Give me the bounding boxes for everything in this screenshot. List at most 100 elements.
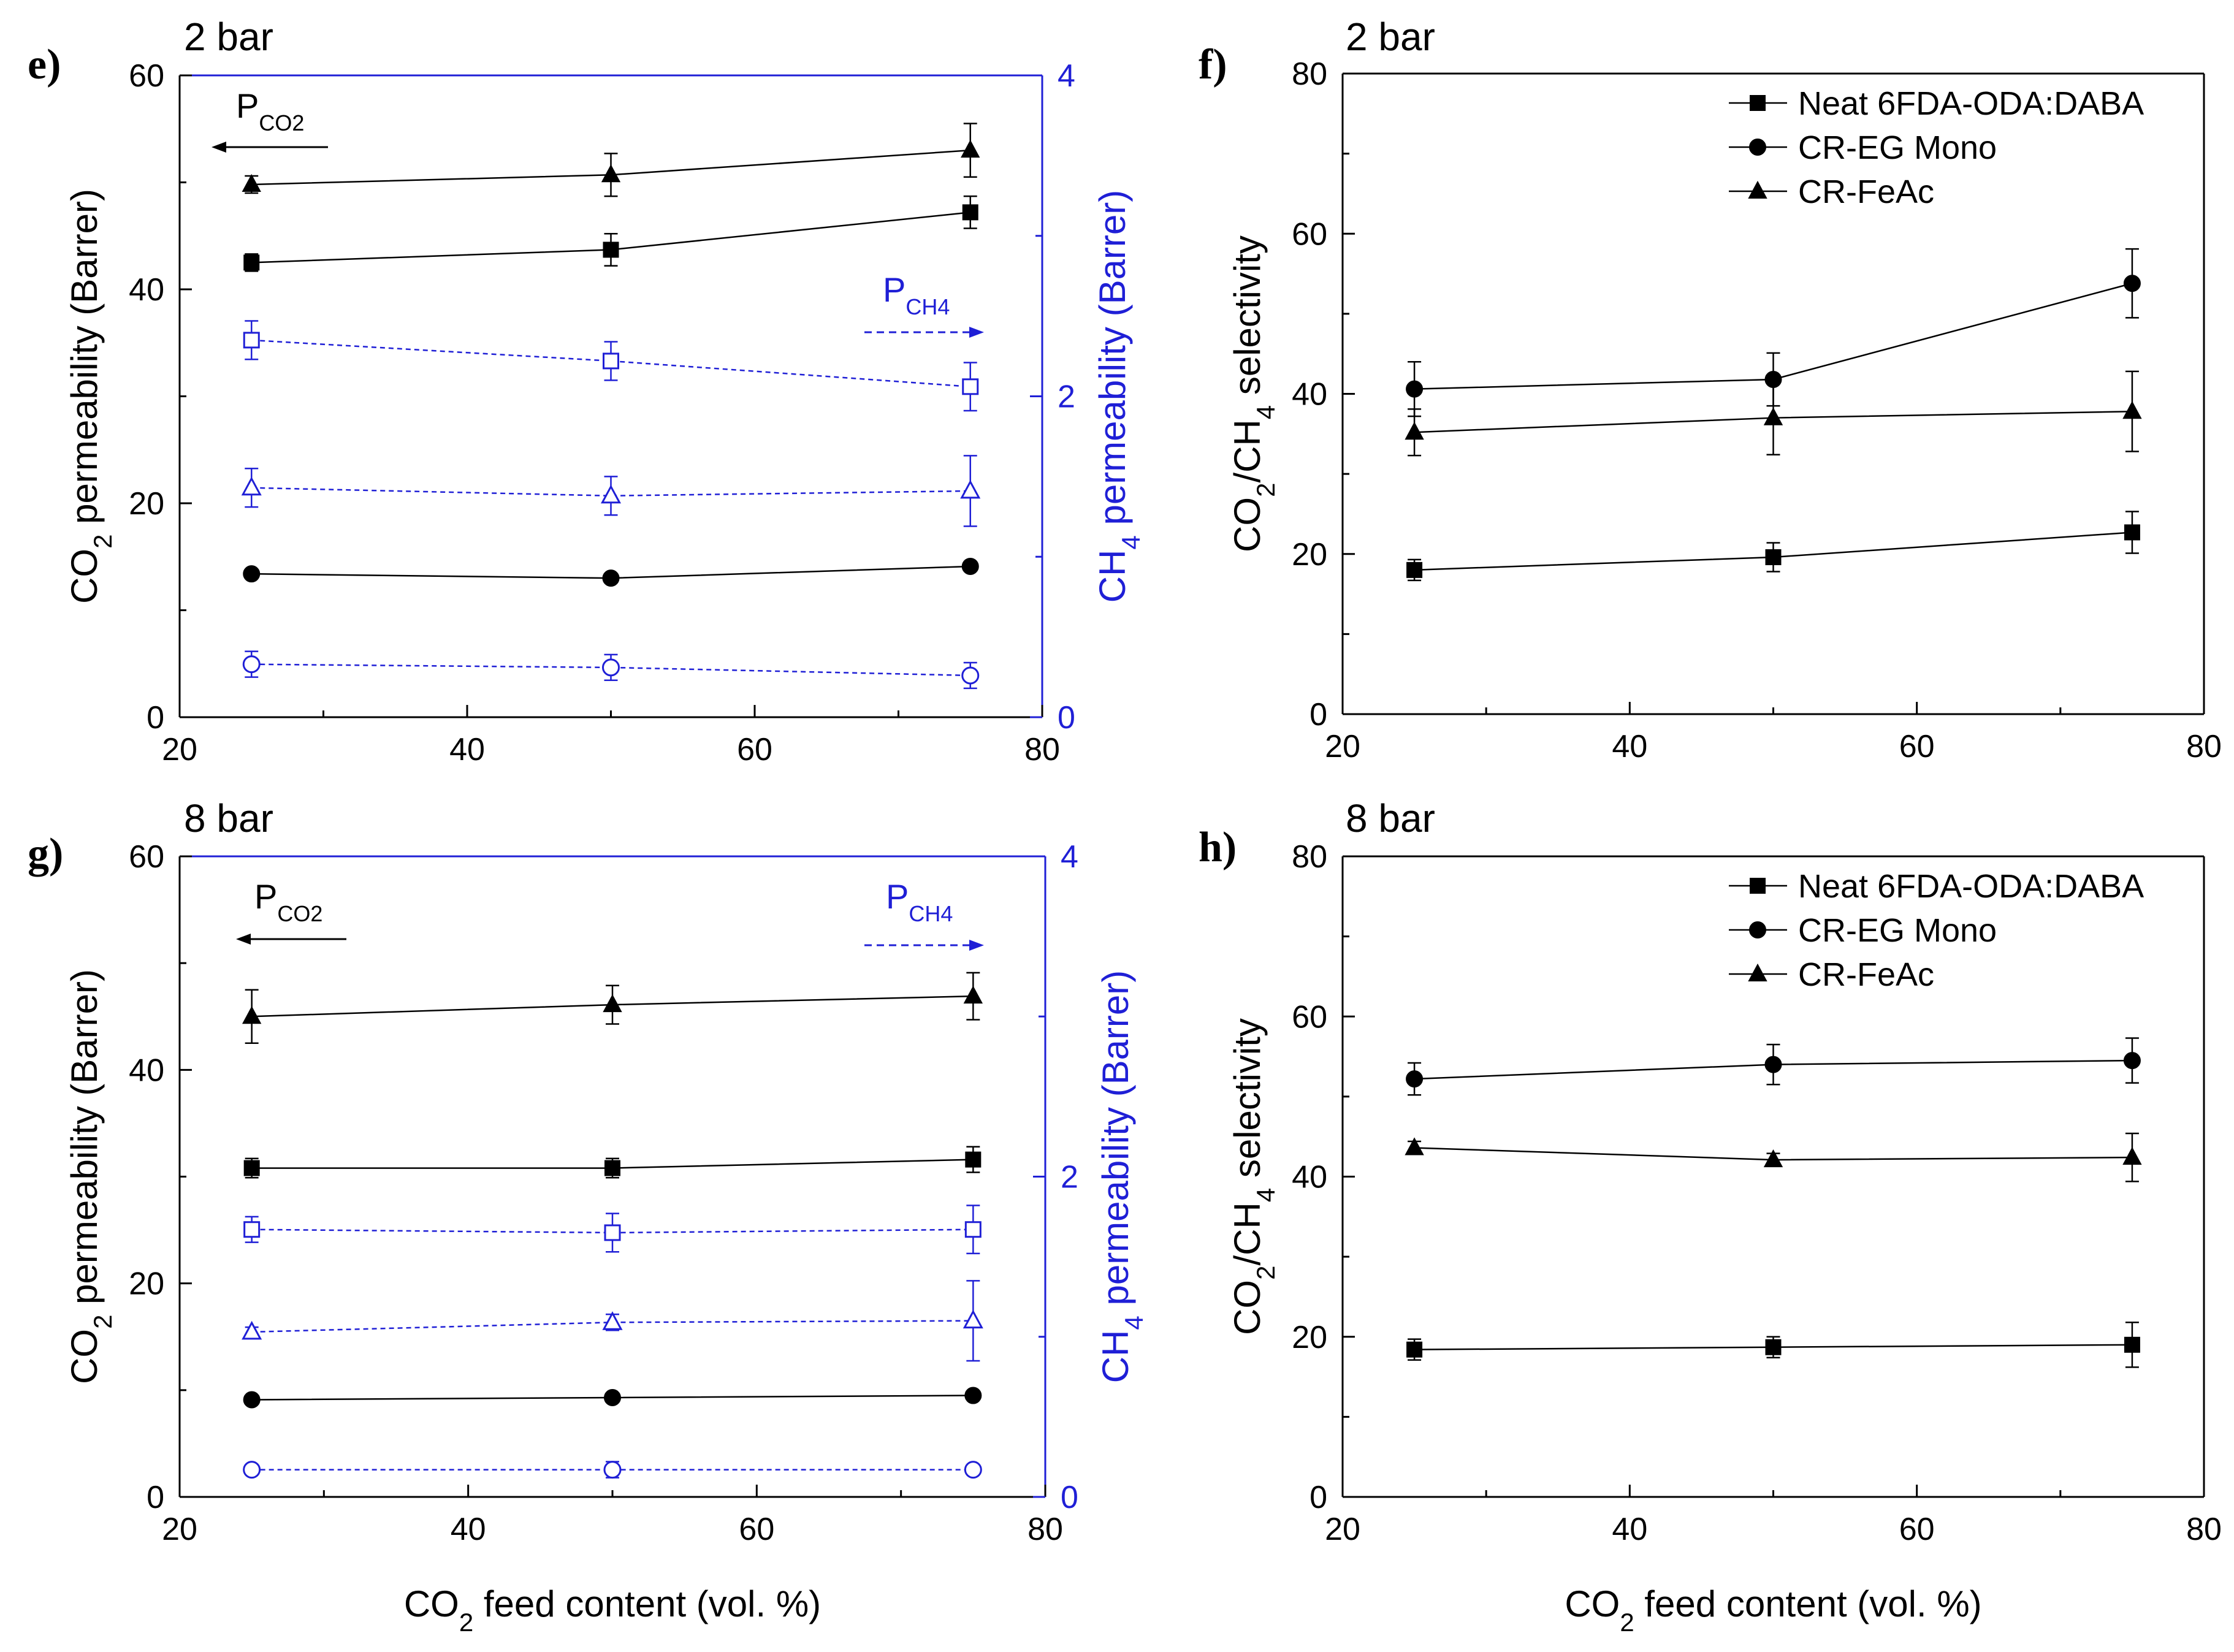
pch4-annotation: PCH4 bbox=[886, 877, 953, 926]
x-tick-label: 40 bbox=[1612, 1512, 1647, 1547]
data-point bbox=[242, 655, 261, 674]
y2-tick-label: 4 bbox=[1061, 839, 1078, 875]
y2-tick-label: 0 bbox=[1058, 700, 1075, 736]
x-axis-title-sub: 2 bbox=[1620, 1608, 1634, 1637]
x-tick-label: 80 bbox=[1027, 1512, 1063, 1547]
y-axis-title-sub: 4 bbox=[1251, 1188, 1280, 1202]
panel-letter: g) bbox=[28, 830, 63, 877]
x-tick-label: 20 bbox=[1325, 1512, 1360, 1547]
pch4-annotation: PCH4 bbox=[883, 270, 950, 319]
y-axis-title-sub: 2 bbox=[88, 1315, 117, 1329]
series-neat-6fda-oda-daba-co2 bbox=[243, 1146, 982, 1179]
data-point bbox=[962, 378, 979, 395]
data-point bbox=[603, 994, 622, 1013]
y2-axis-title-part: CH bbox=[1092, 550, 1133, 603]
y-axis-title-sub: 4 bbox=[1251, 405, 1280, 419]
y-axis-title-part: permeability (Barrer) bbox=[64, 189, 105, 534]
y-tick-label: 60 bbox=[129, 58, 164, 94]
y-axis-title-sub: 2 bbox=[88, 535, 117, 549]
legend-marker bbox=[1749, 921, 1766, 938]
data-point bbox=[1406, 1070, 1424, 1088]
x-tick-label: 80 bbox=[2186, 729, 2222, 764]
x-axis-title-part: CO bbox=[404, 1583, 459, 1624]
data-point bbox=[1763, 1149, 1783, 1168]
series-cr-feac-co2 bbox=[242, 123, 980, 197]
pco2-annotation-main: P bbox=[254, 877, 277, 916]
x-axis-title-sub: 2 bbox=[459, 1608, 473, 1637]
x-tick-label: 60 bbox=[1899, 1512, 1935, 1547]
x-tick-label: 40 bbox=[1612, 729, 1647, 764]
data-point bbox=[965, 1151, 982, 1168]
y2-axis-title: CH4 permeability (Barrer) bbox=[1092, 190, 1145, 603]
series-neat-6fda-oda-daba-ch4 bbox=[243, 1205, 982, 1255]
y-axis-title: CO2 permeability (Barrer) bbox=[64, 969, 117, 1384]
series-cr-eg-mono bbox=[1406, 1037, 2141, 1096]
pch4-arrow-head bbox=[969, 940, 984, 951]
y2-axis-title-part: permeability (Barrer) bbox=[1095, 970, 1136, 1315]
pco2-annotation-sub: CO2 bbox=[277, 901, 322, 926]
y-axis-title: CO2 permeability (Barrer) bbox=[64, 189, 117, 604]
data-point bbox=[243, 1461, 261, 1479]
x-axis-title-part: feed content (vol. %) bbox=[473, 1583, 821, 1624]
data-point bbox=[243, 565, 261, 583]
y-tick-label: 20 bbox=[1292, 1320, 1327, 1355]
series-neat-6fda-oda-daba-co2 bbox=[243, 195, 978, 272]
pco2-annotation-sub: CO2 bbox=[259, 110, 304, 135]
legend-marker bbox=[1748, 963, 1767, 981]
x-tick-label: 60 bbox=[1899, 729, 1935, 764]
data-point bbox=[1765, 549, 1782, 565]
y-axis-title-part: CO bbox=[64, 1329, 105, 1384]
panel-letter: f) bbox=[1199, 41, 1227, 88]
data-point bbox=[1764, 1056, 1782, 1073]
data-point bbox=[604, 1160, 620, 1176]
pco2-arrow-head bbox=[212, 142, 226, 153]
data-point bbox=[603, 1461, 622, 1479]
data-point bbox=[602, 658, 620, 677]
panel-title: 2 bar bbox=[1346, 15, 1435, 59]
pco2-arrow-head bbox=[236, 934, 251, 945]
y2-tick-label: 2 bbox=[1058, 379, 1075, 415]
panel-letter: e) bbox=[28, 41, 61, 88]
data-point bbox=[602, 1311, 623, 1330]
y2-axis-title: CH4 permeability (Barrer) bbox=[1095, 970, 1148, 1384]
data-point bbox=[241, 476, 262, 496]
data-point bbox=[604, 1224, 621, 1241]
legend-label: CR-FeAc bbox=[1798, 173, 1934, 210]
legend-marker bbox=[1750, 878, 1766, 894]
y2-tick-label: 4 bbox=[1058, 58, 1075, 94]
y-axis-title-part: CO bbox=[1227, 497, 1268, 552]
x-tick-label: 60 bbox=[739, 1512, 774, 1547]
data-point bbox=[242, 1006, 262, 1024]
data-point bbox=[243, 1221, 261, 1238]
series-neat-6fda-oda-daba bbox=[1406, 1321, 2140, 1368]
x-axis-title-part: CO bbox=[1565, 1583, 1620, 1624]
data-point bbox=[2123, 275, 2141, 292]
data-point bbox=[2122, 401, 2142, 419]
x-axis-title-part: feed content (vol. %) bbox=[1634, 1583, 1982, 1624]
series-cr-feac-co2 bbox=[242, 972, 983, 1045]
y2-axis-title-part: permeability (Barrer) bbox=[1092, 190, 1133, 535]
legend-label: Neat 6FDA-ODA:DABA bbox=[1798, 85, 2144, 122]
y2-axis-title-sub: 4 bbox=[1116, 535, 1145, 549]
y-axis-title: CO2/CH4 selectivity bbox=[1227, 235, 1280, 552]
y-tick-label: 20 bbox=[1292, 537, 1327, 573]
x-tick-label: 80 bbox=[2186, 1512, 2222, 1547]
x-axis-title: CO2 feed content (vol. %) bbox=[404, 1583, 821, 1637]
panel-letter: h) bbox=[1199, 824, 1237, 871]
legend-label: CR-EG Mono bbox=[1798, 912, 1997, 949]
data-point bbox=[964, 1461, 982, 1479]
data-point bbox=[602, 569, 620, 587]
series-cr-eg-mono bbox=[1406, 248, 2141, 417]
y-tick-label: 60 bbox=[129, 839, 164, 875]
y-tick-label: 80 bbox=[1292, 56, 1327, 92]
pch4-annotation-main: P bbox=[886, 877, 909, 916]
data-point bbox=[604, 1389, 621, 1407]
pch4-annotation-main: P bbox=[883, 270, 905, 309]
data-point bbox=[1406, 380, 1424, 398]
data-point bbox=[964, 1221, 982, 1238]
y-tick-label: 0 bbox=[1310, 697, 1327, 733]
x-tick-label: 20 bbox=[1325, 729, 1360, 764]
